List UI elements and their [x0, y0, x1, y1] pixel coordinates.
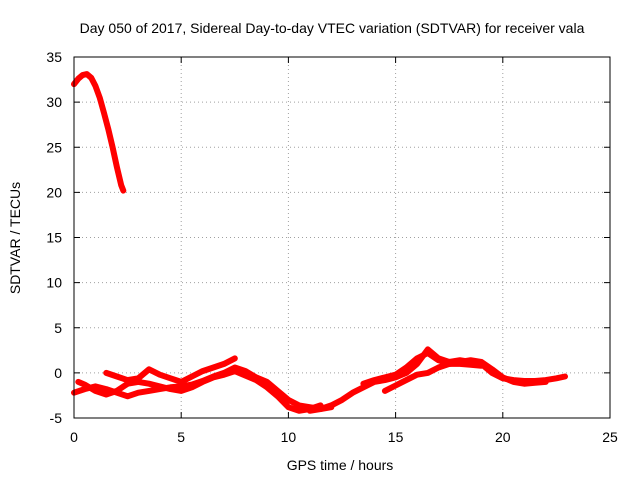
series-line-track-f: [381, 360, 485, 394]
y-tick-label: 5: [54, 320, 62, 336]
y-tick-label: -5: [50, 410, 63, 426]
x-tick-label: 5: [177, 429, 185, 445]
x-axis-label: GPS time / hours: [287, 457, 394, 473]
axes-layer: [73, 56, 611, 419]
y-tick-label: 10: [46, 275, 62, 291]
x-tick-label: 0: [70, 429, 78, 445]
chart-title: Day 050 of 2017, Sidereal Day-to-day VTE…: [80, 20, 585, 36]
x-tick-label: 25: [602, 429, 618, 445]
y-tick-label: 0: [54, 365, 62, 381]
y-tick-label: 35: [46, 49, 62, 65]
x-tick-label: 20: [495, 429, 511, 445]
y-tick-label: 15: [46, 230, 62, 246]
x-tick-label: 15: [388, 429, 404, 445]
x-tick-label: 10: [281, 429, 297, 445]
y-tick-label: 30: [46, 94, 62, 110]
series-layer: [71, 71, 568, 414]
y-axis-label: SDTVAR / TECUs: [7, 182, 23, 294]
series-line-track-c: [103, 355, 238, 385]
y-tick-label: 25: [46, 139, 62, 155]
tick-label-layer: 0 5 10 15 20 25 -5 0 5 10 15 20 25 30 35: [46, 49, 618, 445]
series-line-track-b: [75, 368, 324, 414]
series-line-early-arc: [71, 71, 127, 194]
grid-layer: [74, 57, 610, 418]
y-tick-label: 20: [46, 184, 62, 200]
